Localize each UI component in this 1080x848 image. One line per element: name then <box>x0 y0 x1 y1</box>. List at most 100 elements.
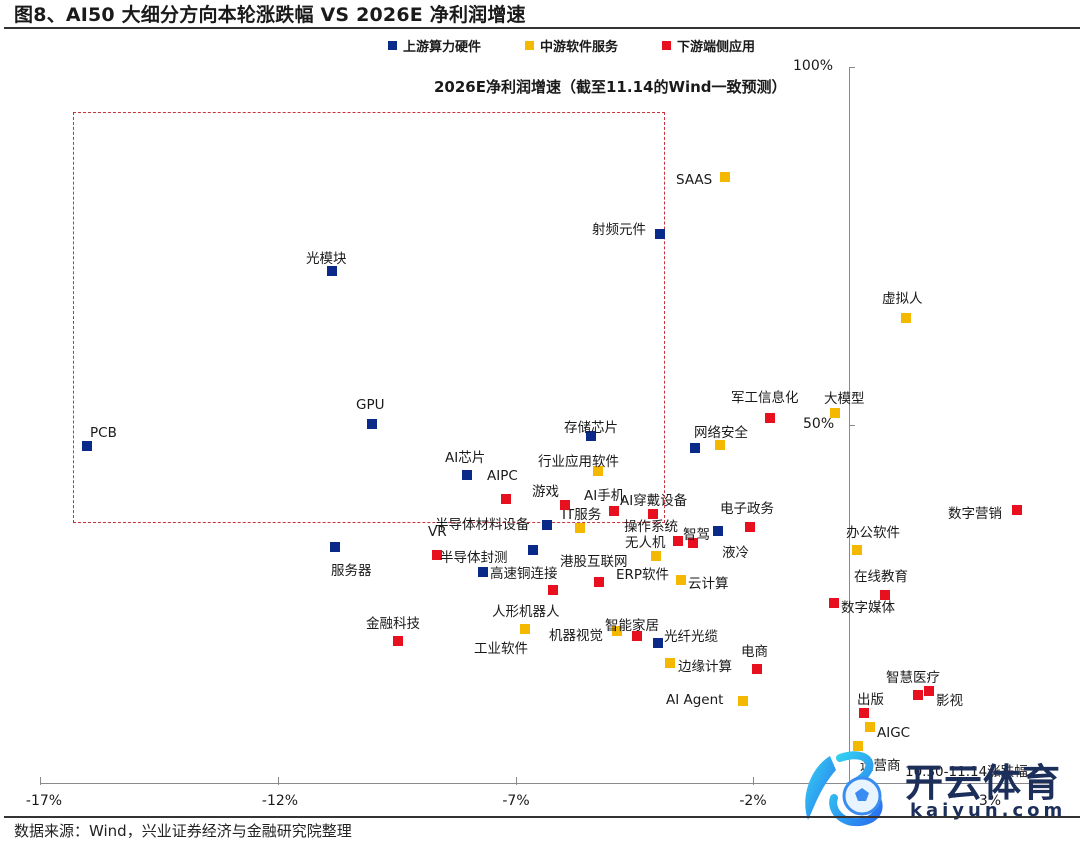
data-point-label: 网络安全 <box>694 425 748 441</box>
data-point-marker <box>82 441 92 451</box>
data-point-label: 数字媒体 <box>841 600 895 616</box>
data-point-marker <box>853 741 863 751</box>
data-point-label: 存储芯片 <box>564 420 618 436</box>
data-source-note: 数据来源：Wind，兴业证券经济与金融研究院整理 <box>14 822 352 840</box>
legend-item-upstream: 上游算力硬件 <box>388 36 481 55</box>
data-point-label: 电子政务 <box>720 501 774 517</box>
x-tick-neg12 <box>278 777 280 785</box>
data-point-label: 半导体封测 <box>440 550 508 566</box>
data-point-label: ERP软件 <box>616 567 670 583</box>
data-point-marker <box>560 500 570 510</box>
data-point-marker <box>330 542 340 552</box>
data-point-marker <box>432 550 442 560</box>
data-point-label: 光纤光缆 <box>664 629 718 645</box>
data-point-marker <box>665 658 675 668</box>
x-axis-title: 10.30-11.14涨跌幅 <box>905 764 1028 780</box>
data-point-label: 射频元件 <box>592 222 646 238</box>
data-point-label: 人形机器人 <box>492 604 560 620</box>
data-point-label: AI Agent <box>666 692 724 708</box>
legend-item-midstream: 中游软件服务 <box>525 36 618 55</box>
data-point-marker <box>715 440 725 450</box>
data-point-marker <box>609 506 619 516</box>
data-point-marker <box>880 590 890 600</box>
x-tick-label: 3% <box>978 793 1002 809</box>
legend-label: 中游软件服务 <box>540 40 619 55</box>
data-point-label: IT服务 <box>562 507 602 523</box>
data-point-marker <box>548 585 558 595</box>
data-point-marker <box>594 577 604 587</box>
data-point-label: VR <box>428 524 447 540</box>
data-point-label: 金融科技 <box>366 616 420 632</box>
data-point-marker <box>901 313 911 323</box>
data-point-label: AI穿戴设备 <box>620 493 688 509</box>
data-point-label: 高速铜连接 <box>490 566 558 582</box>
data-point-label: 虚拟人 <box>882 291 923 307</box>
data-point-marker <box>745 522 755 532</box>
data-point-marker <box>765 413 775 423</box>
data-point-marker <box>575 523 585 533</box>
x-axis-line <box>40 783 1050 785</box>
legend-label: 下游端侧应用 <box>677 40 756 55</box>
legend-swatch-upstream-icon <box>388 41 397 50</box>
legend-swatch-midstream-icon <box>525 41 535 50</box>
data-point-marker <box>612 626 622 636</box>
data-point-label: 光模块 <box>306 251 347 267</box>
chart-legend: 上游算力硬件 中游软件服务 下游端侧应用 <box>388 36 755 55</box>
data-point-marker <box>913 690 923 700</box>
data-point-label: AIPC <box>487 468 518 484</box>
data-point-marker <box>651 551 661 561</box>
data-point-label: 办公软件 <box>846 525 900 541</box>
data-point-label: 机器视觉 <box>549 628 603 644</box>
data-point-marker <box>713 526 723 536</box>
data-point-label: 游戏 <box>532 484 559 500</box>
data-point-marker <box>720 172 730 182</box>
legend-swatch-downstream-icon <box>662 41 672 50</box>
data-point-marker <box>924 686 934 696</box>
data-point-label: 影视 <box>936 693 963 709</box>
data-point-marker <box>593 466 603 476</box>
data-point-marker <box>859 708 869 718</box>
data-point-label: 服务器 <box>331 563 372 579</box>
x-tick-label: -17% <box>25 793 63 809</box>
data-point-label: 无人机 <box>625 535 666 551</box>
data-point-marker <box>367 419 377 429</box>
x-tick-neg2 <box>753 777 755 785</box>
data-point-label: 智能家居 <box>605 618 659 634</box>
data-point-marker <box>673 536 683 546</box>
y-tick-100 <box>849 67 855 69</box>
data-point-label: 智慧医疗 <box>886 670 940 686</box>
legend-label: 上游算力硬件 <box>403 40 482 55</box>
chart-title: 图8、AI50 大细分方向本轮涨跌幅 VS 2026E 净利润增速 <box>14 4 526 26</box>
data-point-label: AIGC <box>877 725 911 741</box>
data-point-marker <box>648 509 658 519</box>
data-point-label: 半导体材料设备 <box>435 517 530 533</box>
data-point-marker <box>542 520 552 530</box>
data-point-marker <box>852 545 862 555</box>
data-point-marker <box>676 575 686 585</box>
data-point-label: AI芯片 <box>445 450 486 466</box>
x-tick-label: -2% <box>739 793 767 809</box>
x-tick-label: -7% <box>502 793 530 809</box>
data-point-marker <box>501 494 511 504</box>
data-point-label: 港股互联网 <box>560 554 628 570</box>
data-point-label: PCB <box>90 425 117 441</box>
data-point-marker <box>478 567 488 577</box>
data-point-marker <box>632 631 642 641</box>
data-point-marker <box>327 266 337 276</box>
data-point-label: GPU <box>356 397 385 413</box>
x-tick-neg17 <box>40 777 42 785</box>
highlight-dashed-box <box>73 112 665 523</box>
data-point-label: 数字营销 <box>948 506 1002 522</box>
data-point-marker <box>586 431 596 441</box>
x-tick-label: -12% <box>261 793 299 809</box>
data-point-label: 操作系统 <box>624 519 678 535</box>
data-point-marker <box>688 538 698 548</box>
watermark-brand: 开云体育 <box>905 761 1062 805</box>
data-point-marker <box>393 636 403 646</box>
y-tick-label-100: 100% <box>793 58 834 74</box>
data-point-marker <box>690 443 700 453</box>
y-axis-title: 2026E净利润增速（截至11.14的Wind一致预测） <box>434 78 787 96</box>
y-tick-50 <box>849 425 855 427</box>
data-point-marker <box>462 470 472 480</box>
